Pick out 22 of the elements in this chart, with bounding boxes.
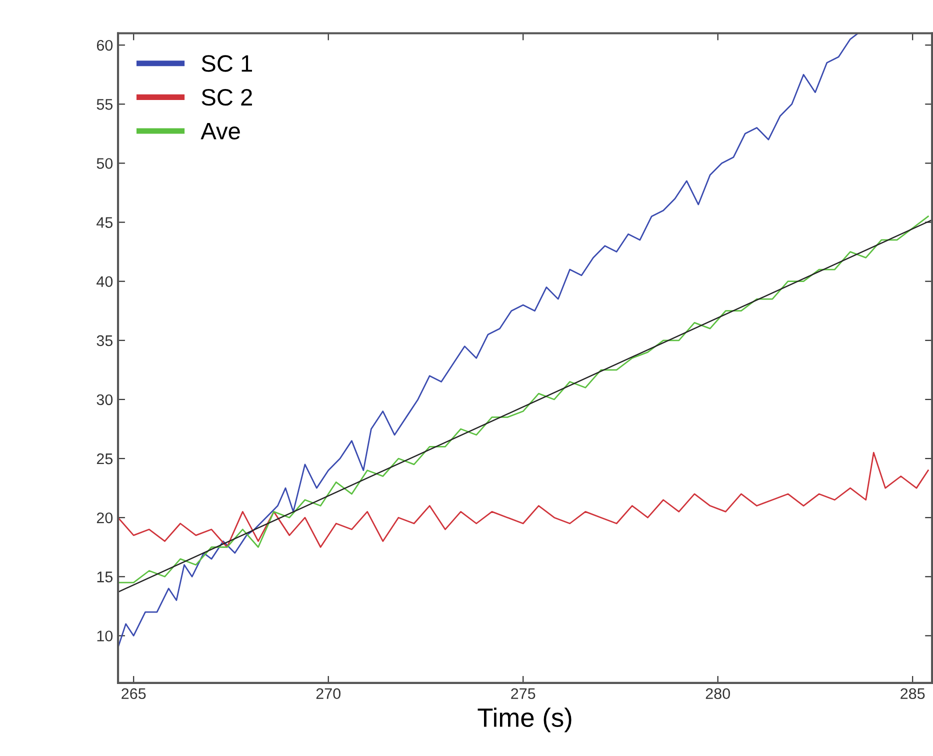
x-tick-label: 270 (316, 688, 340, 700)
x-tick-label: 265 (122, 688, 146, 700)
line-series (118, 33, 859, 648)
x-axis-title: Time (s) (478, 708, 572, 732)
legend-label: SC 1 (202, 55, 252, 72)
y-tick-label: 30 (96, 394, 113, 406)
y-tick-label: 15 (97, 572, 113, 582)
y-tick-label: 50 (96, 158, 113, 169)
x-tick-label: 285 (900, 688, 925, 700)
line-series (118, 452, 929, 548)
y-tick-label: 45 (96, 217, 113, 228)
y-tick-label: 10 (97, 630, 113, 642)
y-tick-label: 20 (96, 512, 113, 524)
y-tick-label: 35 (96, 335, 113, 346)
legend-label: SC 2 (202, 88, 252, 106)
y-tick-label: 40 (96, 276, 113, 288)
y-tick-label: 55 (96, 99, 113, 110)
y-tick-label: 60 (96, 40, 113, 51)
y-tick-label: 25 (96, 453, 113, 464)
legend-label: Ave (200, 123, 240, 140)
x-tick-label: 280 (706, 688, 730, 700)
x-tick-label: 275 (511, 688, 536, 700)
